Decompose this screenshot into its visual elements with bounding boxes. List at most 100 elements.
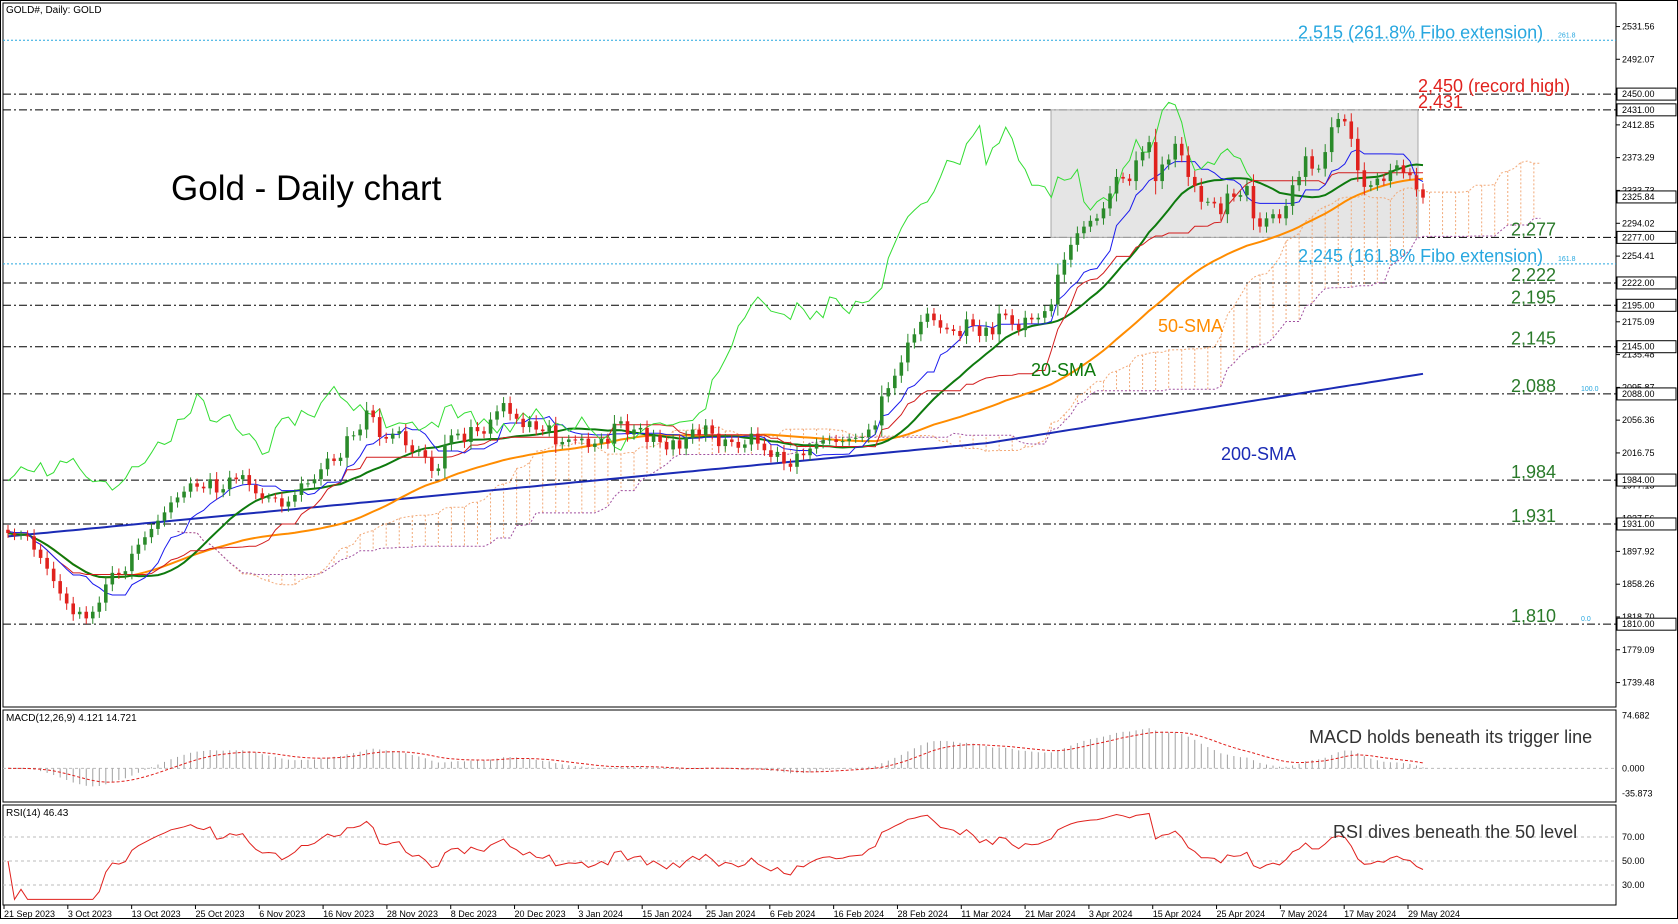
price-tag-box — [1616, 387, 1677, 401]
candle-body — [25, 534, 30, 537]
candle-body — [1029, 317, 1034, 320]
x-tick-label: 17 May 2024 — [1344, 909, 1396, 919]
candle-body — [358, 429, 362, 436]
x-tick-label: 21 Sep 2023 — [4, 909, 55, 919]
candle-body — [1043, 311, 1047, 318]
candle-body — [1336, 118, 1341, 128]
level-label: 1,810 — [1511, 606, 1556, 626]
candle-body — [19, 534, 23, 536]
candle-body — [879, 396, 884, 426]
sma20-line — [7, 163, 1424, 579]
candle-body — [814, 443, 819, 449]
candle-body — [984, 327, 988, 336]
y-tick-label: 2016.75 — [1622, 448, 1655, 458]
senkou-span-a — [177, 160, 1541, 586]
candle-body — [156, 520, 160, 529]
candle-body — [1010, 315, 1014, 325]
candle-body — [1271, 214, 1275, 219]
candle-body — [495, 411, 499, 420]
candle-body — [1251, 186, 1256, 219]
candle-body — [788, 463, 793, 467]
candle-body — [1401, 165, 1406, 173]
candle-body — [1219, 203, 1223, 215]
candle-body — [514, 413, 519, 419]
candle-body — [175, 497, 180, 503]
price-tag-box — [1616, 517, 1677, 531]
candle-body — [573, 439, 578, 441]
candle-body — [201, 486, 206, 489]
price-tag: 1984.00 — [1622, 475, 1655, 485]
price-tag: 2450.00 — [1622, 89, 1655, 99]
candle-body — [306, 483, 310, 485]
price-tag: 1810.00 — [1622, 619, 1655, 629]
price-tag-box — [1616, 617, 1677, 631]
candle-body — [247, 475, 252, 486]
candle-body — [1258, 218, 1262, 227]
candle-body — [1121, 176, 1125, 179]
price-tag: 2325.84 — [1622, 192, 1655, 202]
y-tick-label: 2531.56 — [1622, 22, 1655, 32]
price-tag: 2195.00 — [1622, 300, 1655, 310]
candle-body — [462, 433, 467, 442]
candle-body — [977, 326, 982, 336]
macd-tick-label: 0.000 — [1622, 763, 1645, 773]
level-label: 1,984 — [1511, 462, 1556, 482]
candle-body — [1310, 156, 1314, 169]
candle-body — [840, 441, 845, 443]
candle-body — [1206, 201, 1210, 203]
candle-body — [1101, 208, 1106, 219]
candle-body — [534, 421, 538, 430]
macd-signal — [7, 731, 1424, 783]
candle-body — [1212, 201, 1217, 204]
sma200-line — [7, 372, 1424, 538]
candle-body — [1127, 178, 1132, 182]
chart-title: Gold - Daily chart — [171, 169, 442, 208]
x-tick-label: 25 Oct 2023 — [195, 909, 244, 919]
candle-body — [958, 330, 962, 336]
candle-body — [1329, 127, 1334, 153]
candle-body — [1069, 244, 1073, 260]
candle-body — [45, 557, 49, 569]
candle-body — [1062, 259, 1067, 275]
candle-body — [443, 444, 447, 469]
candle-body — [1290, 185, 1295, 206]
level-label: 2,277 — [1511, 219, 1556, 239]
candle-body — [1395, 165, 1399, 171]
price-tag: 2145.00 — [1622, 342, 1655, 352]
y-tick-label: 1818.70 — [1622, 612, 1655, 622]
candle-body — [351, 435, 356, 437]
candle-body — [51, 568, 56, 582]
fibo-tag: 100.0 — [1581, 386, 1599, 393]
candle-body — [90, 611, 95, 619]
candle-body — [853, 437, 858, 439]
candle-body — [762, 443, 767, 451]
price-tag: 2431.00 — [1622, 105, 1655, 115]
y-tick-label: 1739.48 — [1622, 678, 1655, 688]
candle-body — [1421, 189, 1425, 198]
candle-body — [553, 425, 558, 445]
candle-body — [795, 453, 799, 467]
candle-body — [1056, 274, 1060, 305]
rsi-tick-label: 50.00 — [1622, 856, 1645, 866]
candle-body — [280, 498, 284, 507]
candle-body — [1088, 220, 1093, 227]
candle-body — [566, 439, 571, 442]
candle-body — [410, 445, 415, 452]
candle-body — [234, 477, 239, 480]
price-tag: 2088.00 — [1622, 389, 1655, 399]
candle-body — [1075, 233, 1080, 245]
x-tick-label: 8 Dec 2023 — [451, 909, 497, 919]
level-label: 2,431 — [1418, 92, 1463, 112]
range-box — [1050, 109, 1419, 238]
candle-body — [104, 584, 108, 603]
level-label: 2,222 — [1511, 265, 1556, 285]
candle-body — [990, 327, 995, 335]
candle-body — [273, 497, 278, 499]
x-tick-label: 3 Jan 2024 — [578, 909, 623, 919]
candle-body — [1355, 138, 1360, 171]
candle-body — [606, 438, 610, 444]
rsi-panel — [2, 804, 1617, 906]
candle-body — [560, 441, 565, 445]
candle-body — [253, 485, 258, 494]
candle-body — [136, 544, 141, 554]
